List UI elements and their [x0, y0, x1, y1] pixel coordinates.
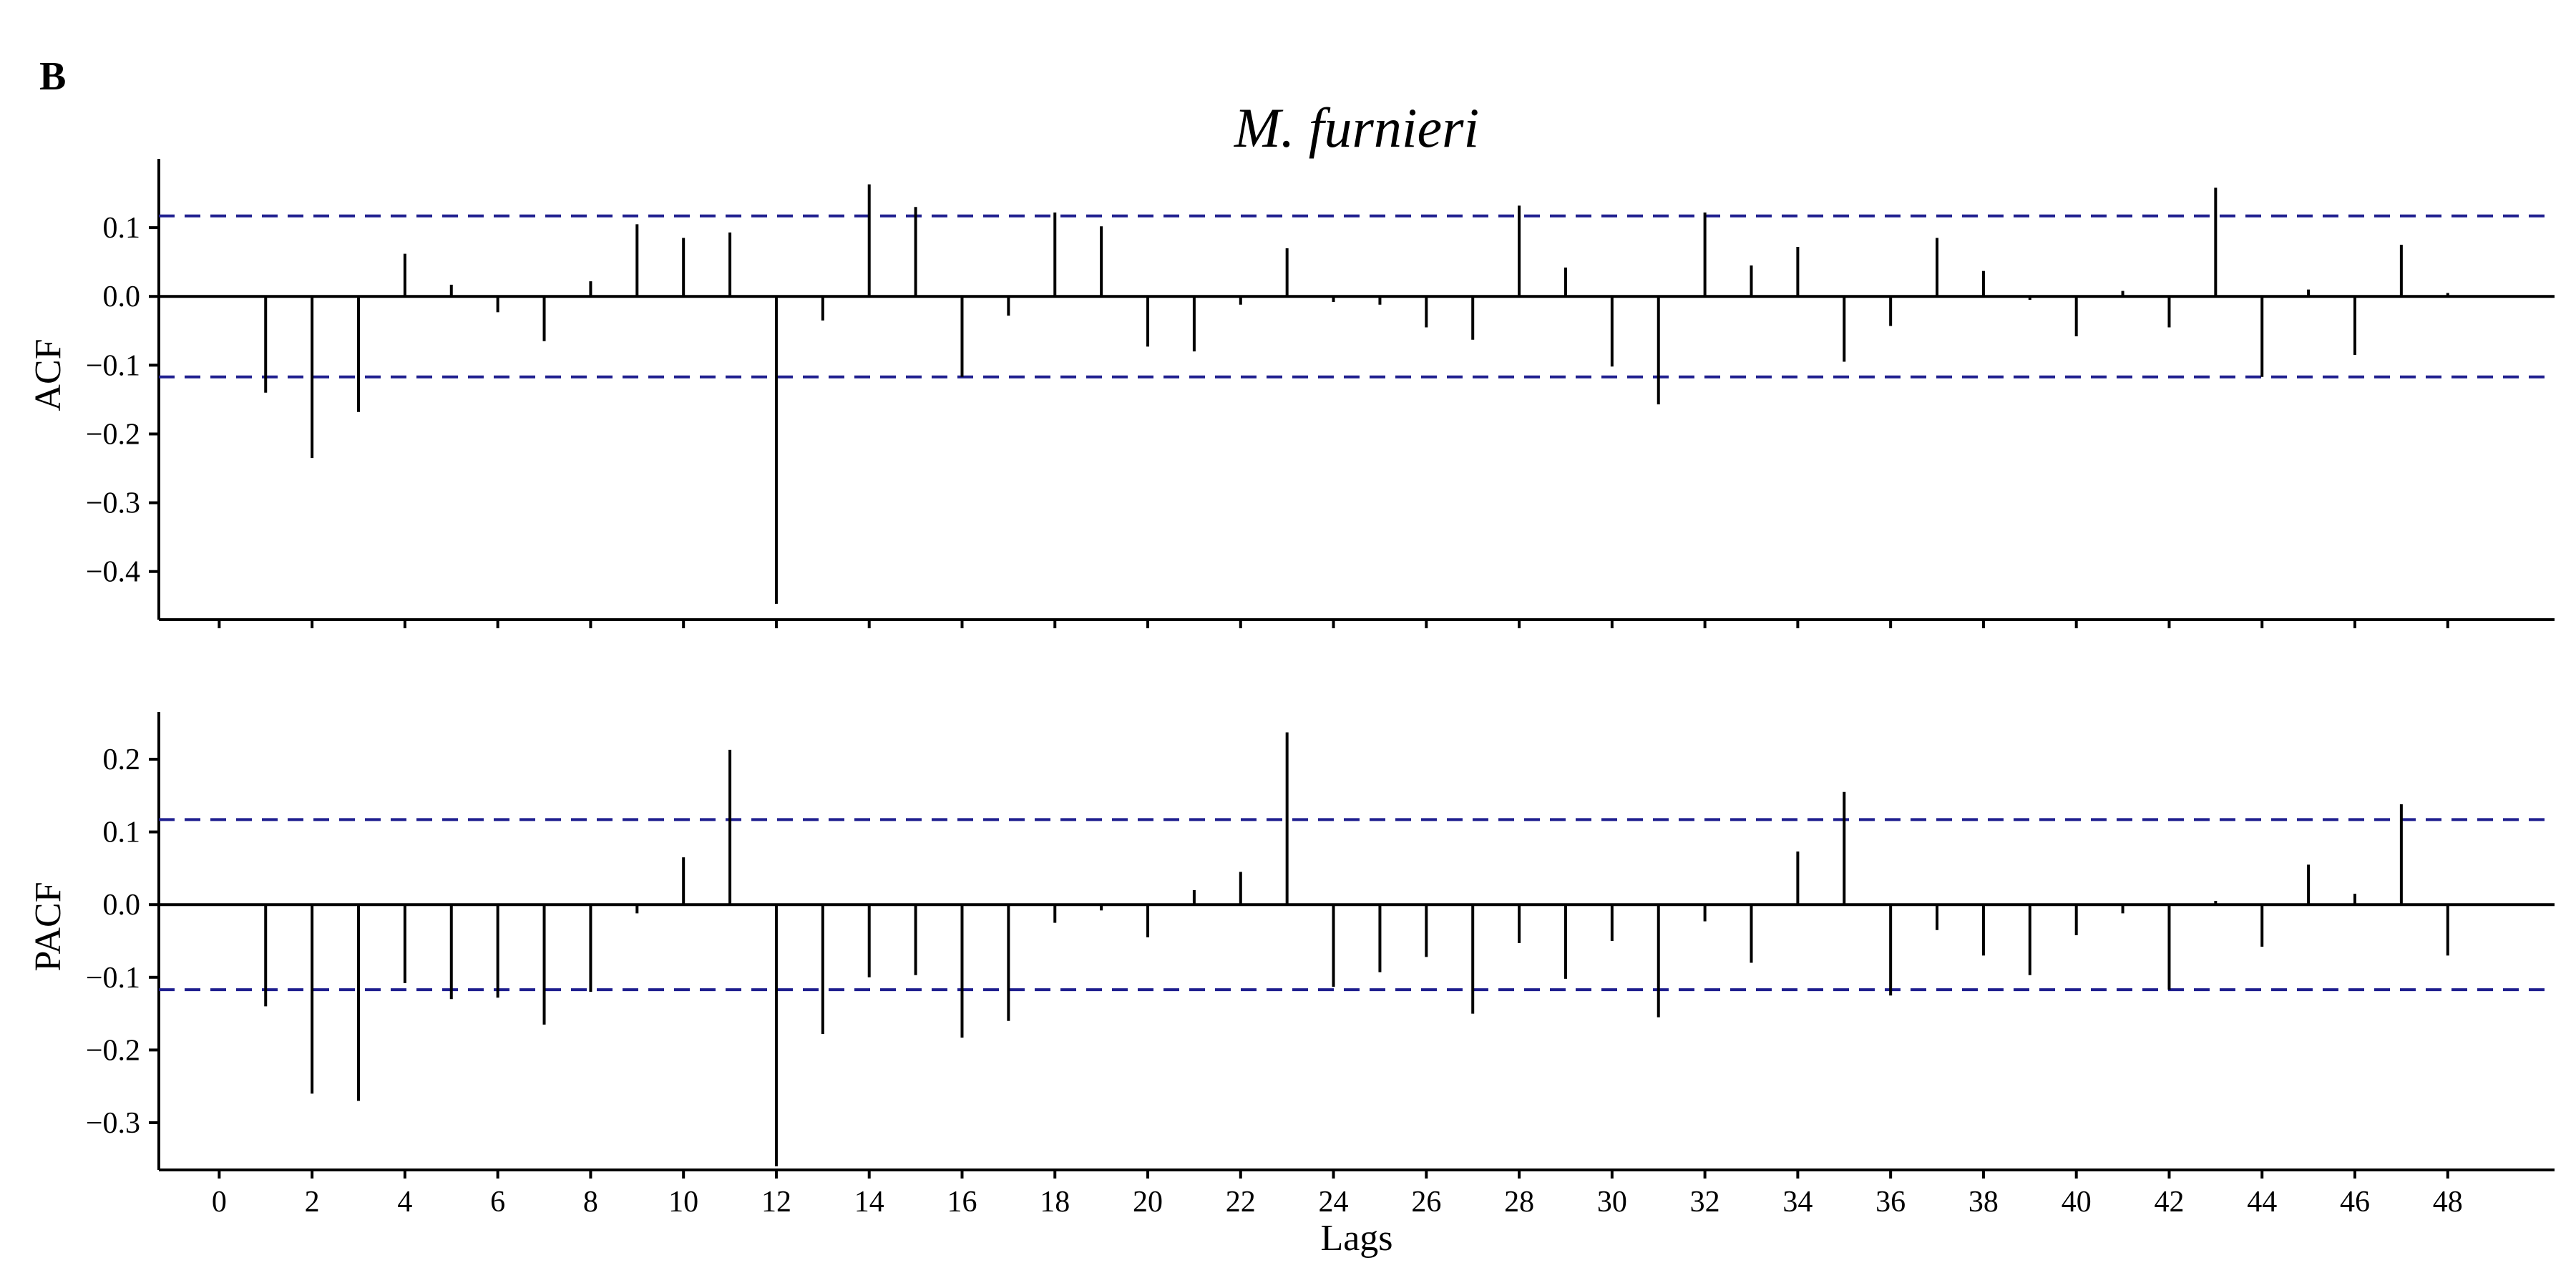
x-tick-label: 2: [305, 1186, 320, 1219]
acf-panel: M. furnieri 0.1 0.0 −0.1 −0.2 −0.3 −0.4 ACF: [28, 97, 2555, 628]
y-tick-label: −0.1: [86, 962, 140, 995]
y-tick-label: −0.3: [86, 487, 140, 520]
panel-label: B: [39, 54, 66, 99]
x-tick-label: 42: [2154, 1186, 2184, 1219]
x-tick-label: 24: [1319, 1186, 1349, 1219]
x-tick-label: 20: [1133, 1186, 1163, 1219]
y-tick-label: −0.4: [86, 556, 140, 589]
y-tick-label: 0.0: [103, 280, 141, 313]
x-tick-label: 26: [1411, 1186, 1441, 1219]
x-tick-label: 6: [490, 1186, 505, 1219]
x-tick-label: 30: [1597, 1186, 1627, 1219]
x-tick-label: 46: [2340, 1186, 2370, 1219]
y-axis-label: ACF: [28, 338, 69, 411]
y-tick-label: −0.1: [86, 349, 140, 382]
x-tick-label: 44: [2247, 1186, 2277, 1219]
y-axis-label: PACF: [28, 882, 69, 971]
x-tick-label: 32: [1690, 1186, 1720, 1219]
y-tick-label: 0.0: [103, 889, 141, 922]
x-tick-label: 36: [1875, 1186, 1906, 1219]
chart-title: M. furnieri: [1234, 97, 1479, 159]
y-tick-label: −0.2: [86, 1034, 140, 1067]
x-tick-label: 8: [583, 1186, 598, 1219]
x-tick-label: 14: [854, 1186, 884, 1219]
x-tick-label: 12: [761, 1186, 791, 1219]
x-tick-label: 40: [2062, 1186, 2092, 1219]
y-tick-label: 0.2: [103, 743, 141, 776]
charts-group: M. furnieri 0.1 0.0 −0.1 −0.2 −0.3 −0.4 ACF 0.2 0…: [28, 97, 2555, 1259]
y-tick-label: −0.3: [86, 1107, 140, 1140]
x-tick-label: 22: [1226, 1186, 1256, 1219]
x-tick-label: 0: [212, 1186, 227, 1219]
x-tick-label: 34: [1782, 1186, 1813, 1219]
x-axis-label: Lags: [1320, 1218, 1392, 1259]
x-tick-label: 38: [1968, 1186, 1999, 1219]
x-tick-label: 10: [668, 1186, 698, 1219]
x-tick-label: 48: [2433, 1186, 2463, 1219]
x-tick-label: 28: [1504, 1186, 1534, 1219]
x-tick-label: 16: [947, 1186, 977, 1219]
y-tick-label: 0.1: [103, 212, 141, 245]
x-tick-label: 18: [1040, 1186, 1070, 1219]
y-tick-label: 0.1: [103, 816, 141, 849]
y-tick-label: −0.2: [86, 418, 140, 451]
x-tick-label: 4: [397, 1186, 412, 1219]
